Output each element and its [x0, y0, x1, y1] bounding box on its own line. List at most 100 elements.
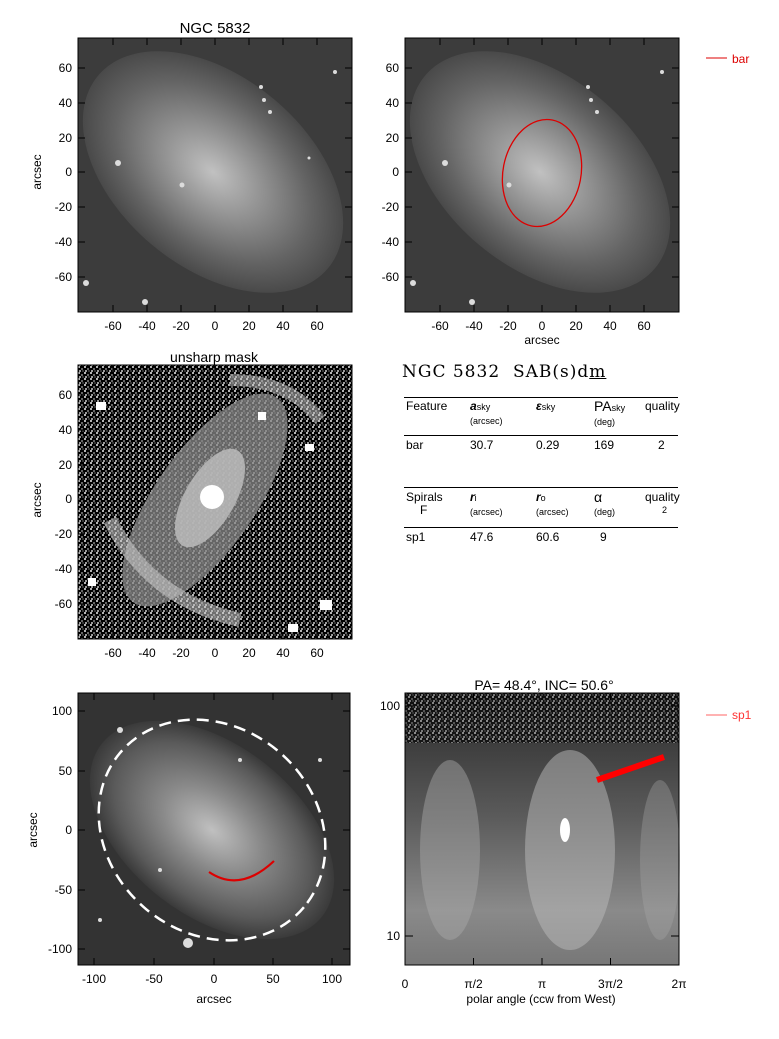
spiral-row-ri: 47.6 [470, 530, 494, 544]
spiral-row-ro: 60.6 [536, 530, 560, 544]
legend-sp1-label: sp1 [732, 708, 752, 722]
y-tick-label: -40 [55, 235, 73, 249]
bar-row-feature: bar [406, 438, 424, 452]
x-tick-label: 60 [310, 646, 324, 660]
spiral-header-ro: r [536, 490, 541, 504]
y-axis-label: arcsec [30, 154, 44, 189]
x-tick-label: -60 [104, 646, 122, 660]
x-tick-label: -40 [138, 319, 156, 333]
spiral-header-ri-sub: i [474, 493, 477, 503]
x-tick-label: -100 [82, 972, 106, 986]
x-tick-label: 0 [211, 972, 218, 986]
x-tick-label: 40 [276, 319, 290, 333]
spiral-header-quality2: 2 [662, 505, 668, 515]
bar-row-a: 30.7 [470, 438, 494, 452]
x-tick-label: -60 [431, 319, 449, 333]
y-tick-labels: 60 40 20 0 -20 -40 -60 [55, 61, 352, 284]
x-tick-label: 3π/2 [598, 977, 623, 991]
y-tick-label: -100 [48, 942, 72, 956]
y-tick-labels: 60 40 20 0 -20 -40 -60 [382, 61, 679, 284]
panel-title: unsharp mask [170, 349, 259, 365]
y-tick-label: 20 [59, 131, 73, 145]
y-tick-label: 20 [59, 458, 73, 472]
x-tick-label: -40 [138, 646, 156, 660]
y-tick-label: -60 [55, 597, 73, 611]
y-axis-label: arcsec [26, 812, 40, 847]
x-tick-label: 100 [322, 972, 342, 986]
galaxy-name: NGC 5832 [402, 362, 501, 382]
x-tick-label: 50 [266, 972, 280, 986]
panel-unsharp-mask: unsharp mask arcsec -60 -40 -20 0 20 40 60 60 4… [30, 349, 353, 660]
x-tick-label: 20 [242, 319, 256, 333]
galaxy-type-underlined: m [589, 362, 607, 382]
bar-header-a-sub: sky [476, 402, 491, 412]
x-tick-label: -20 [172, 646, 190, 660]
x-axis-label: arcsec [196, 992, 231, 1006]
spiral-header-feature: Spirals [406, 490, 443, 504]
bar-header-a: a [470, 399, 477, 413]
bar-header-quality: quality [645, 399, 680, 413]
x-tick-label: 0 [539, 319, 546, 333]
galaxy-type: SAB(s)d [512, 362, 590, 382]
x-tick-label: 60 [637, 319, 651, 333]
spiral-arc [208, 860, 275, 882]
y-tick-label: 60 [386, 61, 400, 75]
spiral-header-ro-unit: (arcsec) [536, 507, 569, 517]
table-body: Feature asky (arcsec) εsky PAsky (deg) qua… [400, 394, 690, 574]
y-tick-label: -20 [382, 200, 400, 214]
x-tick-labels: -60 -40 -20 0 20 40 60 [431, 38, 651, 333]
bar-header-feature: Feature [406, 399, 448, 413]
x-tick-labels: -60 -40 -20 0 20 40 60 [104, 365, 324, 660]
x-tick-label: π/2 [464, 977, 483, 991]
y-tick-label: -40 [55, 562, 73, 576]
bar-header-eps: ε [536, 399, 542, 413]
bar-header-pa-sub: sky [611, 403, 626, 413]
spiral-header-ro-sub: o [540, 493, 546, 503]
disk-ellipse [97, 718, 327, 942]
x-tick-label: 40 [603, 319, 617, 333]
y-tick-label: -50 [55, 883, 73, 897]
bar-row-quality: 2 [658, 438, 665, 452]
spiral-header-alpha: α [594, 489, 603, 505]
x-tick-label: 0 [402, 977, 409, 991]
parameter-table: NGC 5832 SAB(s)dm [400, 362, 700, 382]
y-tick-label: 40 [59, 423, 73, 437]
panel-polar-projection: PA= 48.4°, INC= 50.6° polar angle (ccw f… [380, 677, 752, 1006]
x-tick-label: 0 [212, 319, 219, 333]
bar-ellipse [501, 118, 583, 228]
x-tick-label: -40 [465, 319, 483, 333]
bar-header-eps-sub: sky [541, 402, 556, 412]
x-axis-label: arcsec [524, 333, 559, 347]
y-tick-label: -60 [55, 270, 73, 284]
y-tick-label: 0 [65, 492, 72, 506]
x-tick-label: 0 [212, 646, 219, 660]
y-tick-label: 10 [387, 929, 401, 943]
x-tick-label: 2π [672, 977, 687, 991]
y-tick-label: -40 [382, 235, 400, 249]
x-tick-label: -20 [172, 319, 190, 333]
x-tick-labels: -100 -50 0 50 100 [82, 693, 342, 986]
y-axis-label: arcsec [30, 482, 44, 517]
panel-title: PA= 48.4°, INC= 50.6° [474, 677, 613, 693]
spiral-header-ri-unit: (arcsec) [470, 507, 503, 517]
y-tick-label: 0 [65, 165, 72, 179]
x-tick-label: -20 [499, 319, 517, 333]
spiral-header-ri: r [470, 490, 475, 504]
y-tick-label: -20 [55, 527, 73, 541]
spiral-header-quality: quality [645, 490, 680, 504]
y-tick-labels: 60 40 20 0 -20 -40 -60 [55, 388, 352, 611]
panel-title: NGC 5832 [180, 20, 251, 37]
bar-row-eps: 0.29 [536, 438, 560, 452]
y-tick-label: 20 [386, 131, 400, 145]
x-tick-label: π [538, 977, 546, 991]
x-tick-label: 20 [242, 646, 256, 660]
x-tick-label: -60 [104, 319, 122, 333]
x-tick-label: 20 [569, 319, 583, 333]
bar-row-pa: 169 [594, 438, 615, 452]
bar-header-a-unit: (arcsec) [470, 416, 503, 426]
panel-top-right: arcsec -60 -40 -20 0 20 40 60 60 40 20 0 -20 -40 -60… [382, 37, 749, 347]
bar-header-pa-unit: (deg) [594, 417, 616, 427]
y-tick-label: -20 [55, 200, 73, 214]
x-tick-labels: 0 π/2 π 3π/2 2π [402, 693, 687, 991]
